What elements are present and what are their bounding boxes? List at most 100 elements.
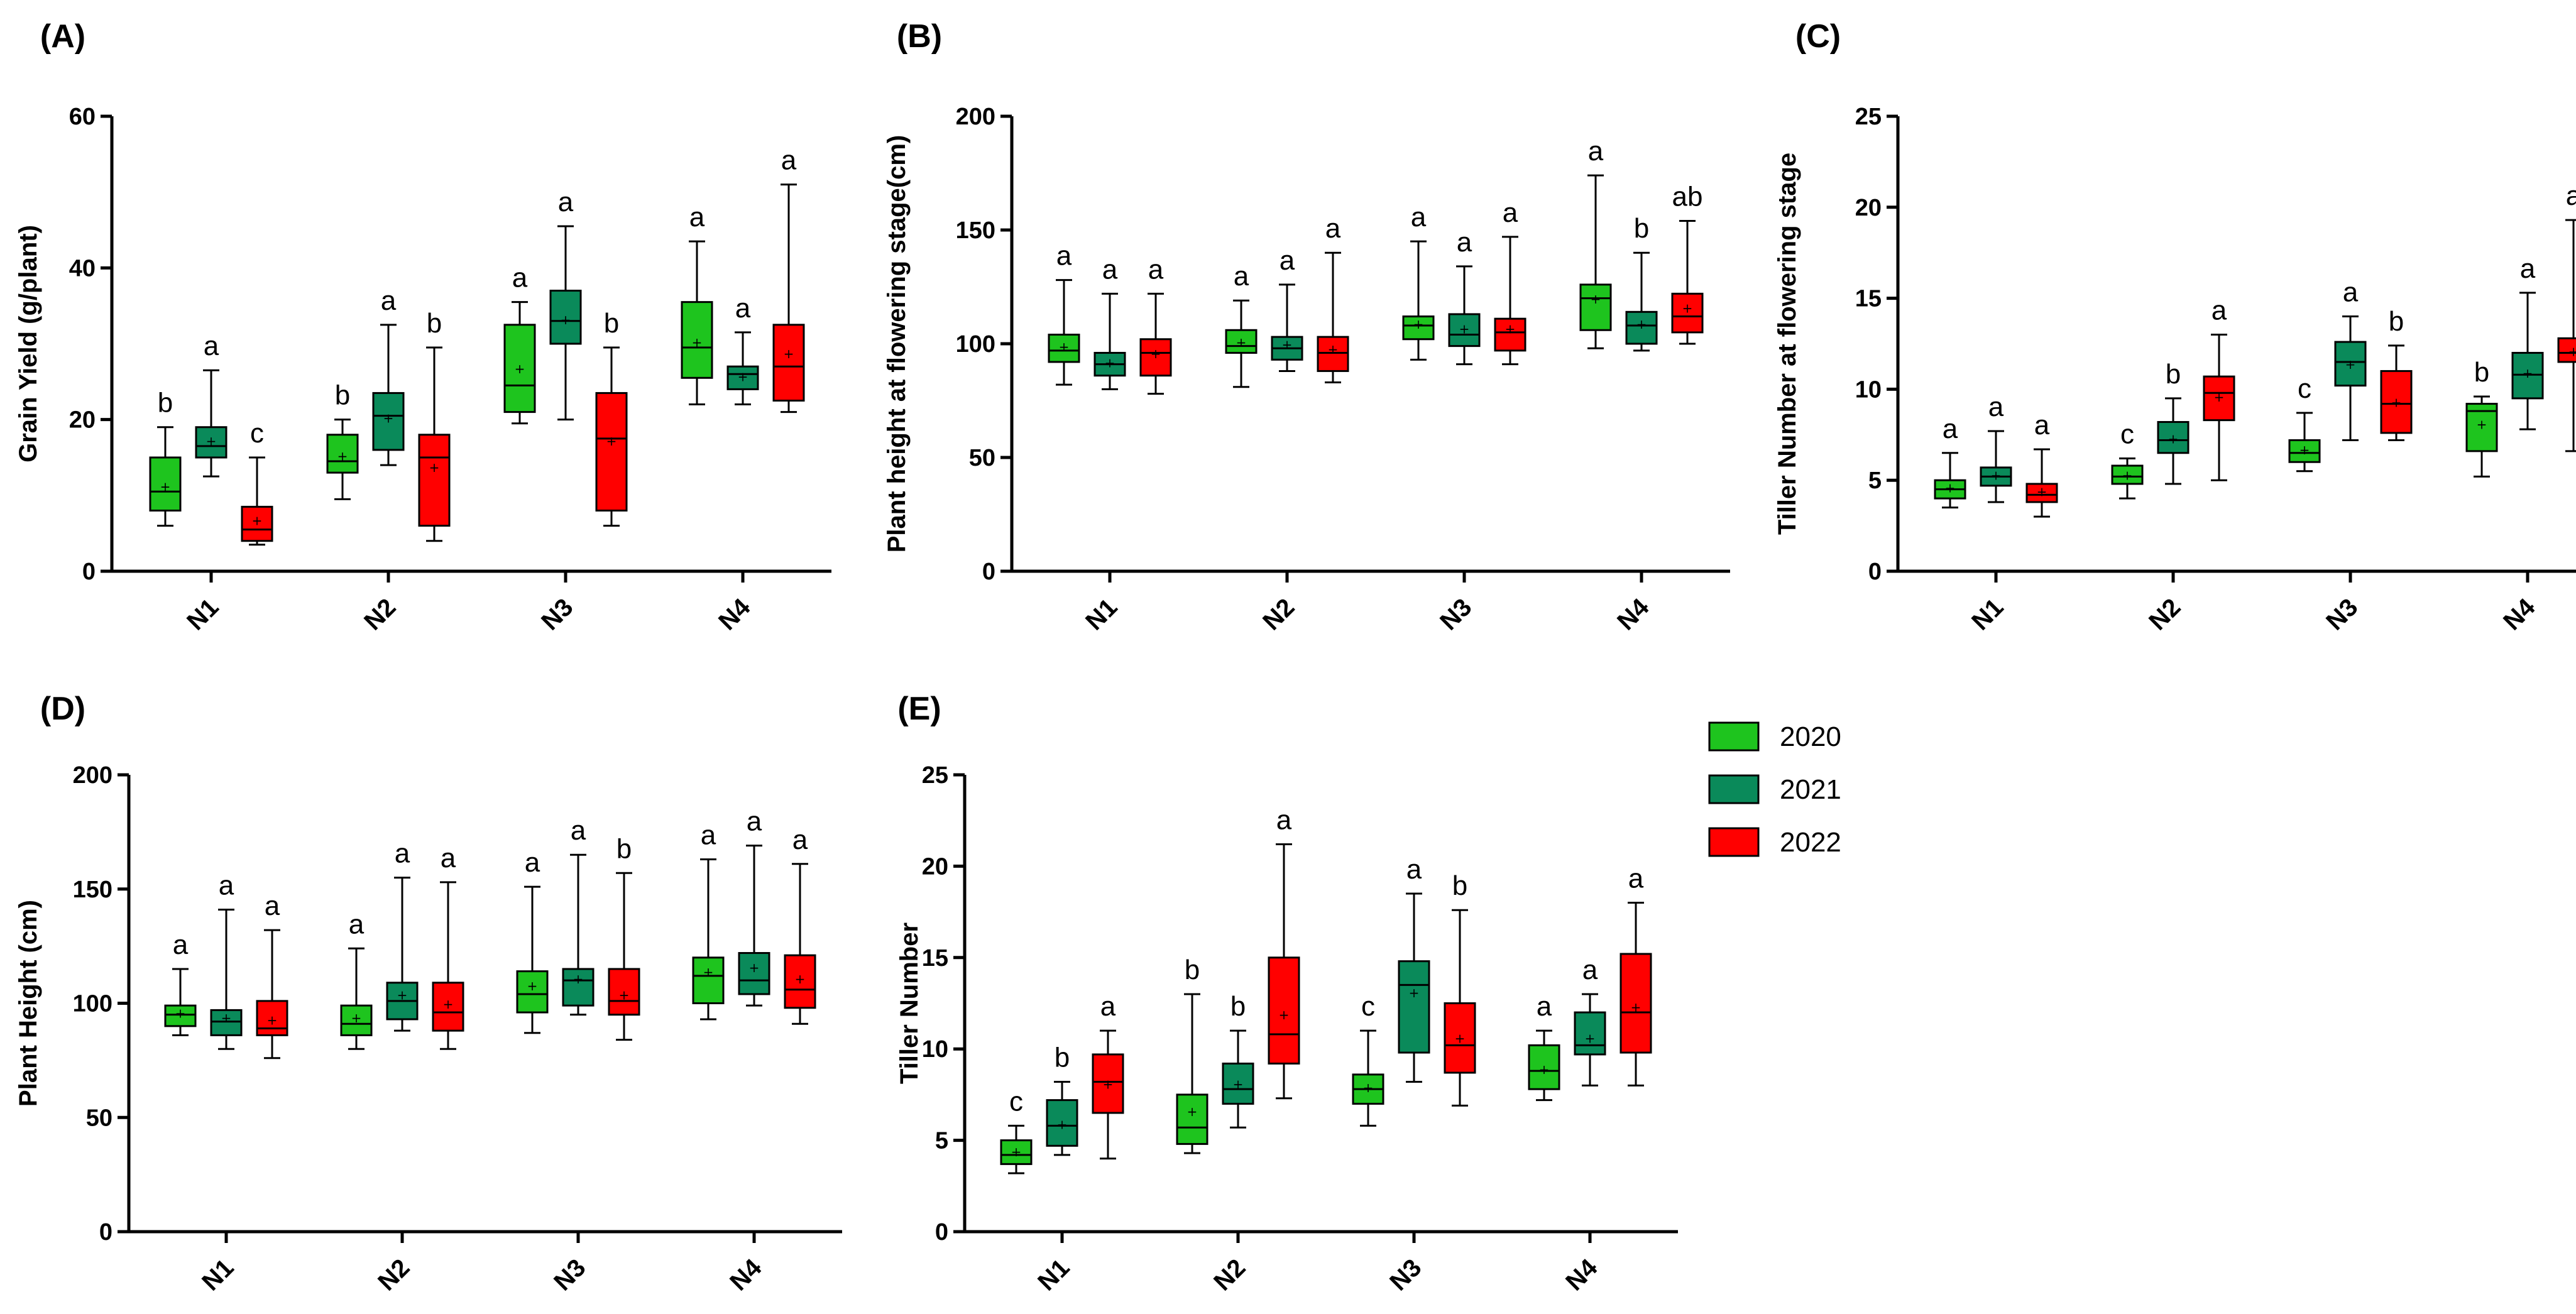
mean-marker: + [749, 960, 760, 975]
legend-swatch [1708, 774, 1760, 804]
box-n4-2021: +a [2511, 253, 2544, 430]
mean-marker: + [2122, 468, 2133, 483]
y-axis-label: Tiller Number at flowering stage [1773, 153, 1801, 535]
significance-letter: a [173, 929, 189, 960]
box-body [1625, 310, 1658, 345]
x-tick-label-n4: N4 [1612, 593, 1655, 636]
box-body [2025, 483, 2058, 503]
box-n4-2020: +a [681, 202, 713, 406]
mean-marker: + [252, 513, 263, 528]
y-tick-label: 200 [956, 104, 995, 130]
x-tick-label-n1: N1 [1080, 593, 1122, 635]
mean-marker: + [1363, 1080, 1374, 1095]
significance-letter: b [2389, 306, 2404, 337]
box-body [418, 434, 451, 527]
box-n3-2022: +b [608, 833, 640, 1041]
y-tick-label: 200 [73, 762, 112, 789]
box-n1-2022: +a [1092, 991, 1124, 1160]
mean-marker: + [160, 479, 171, 494]
box-body [372, 391, 405, 451]
panel-C: (C) Tiller Number at flowering stage 0 5 10 1… [1773, 18, 2576, 635]
significance-letter: a [381, 285, 397, 316]
mean-marker: + [2523, 366, 2533, 381]
legend-label: 2020 [1780, 721, 1841, 752]
mean-marker: + [1151, 346, 1161, 361]
box-n3-2021: +a [1448, 227, 1481, 366]
x-tick-label-n3: N3 [536, 593, 578, 635]
y-tick-label: 0 [99, 1219, 112, 1246]
box-body [1671, 292, 1704, 334]
box-n1-2022: +a [2025, 410, 2058, 518]
significance-letter: a [1503, 197, 1518, 228]
mean-marker: + [2037, 484, 2047, 499]
significance-letter: c [2298, 373, 2311, 404]
box-n1-2021: +a [210, 870, 243, 1050]
box-body [1494, 317, 1526, 352]
box-n1-2020: +a [1934, 413, 1966, 509]
box-n3-2021: +a [1398, 854, 1430, 1083]
y-tick-label: 60 [69, 104, 96, 130]
significance-letter: b [1634, 213, 1649, 244]
box-n3-2021: +a [2334, 277, 2367, 441]
box-body [2203, 375, 2235, 422]
mean-marker: + [383, 411, 394, 426]
box-body [1176, 1093, 1209, 1145]
box-body [562, 968, 595, 1007]
significance-letter: a [792, 824, 808, 855]
box-body [772, 324, 805, 402]
mean-marker: + [267, 1013, 278, 1028]
box-body [595, 391, 628, 512]
significance-letter: b [2166, 359, 2181, 390]
significance-letter: a [558, 187, 574, 217]
x-tick-label-n3: N3 [1435, 593, 1477, 635]
x-tick-label-n3: N3 [549, 1254, 591, 1296]
y-tick-label: 20 [69, 407, 96, 434]
box-body [1092, 1053, 1124, 1114]
significance-letter: a [1325, 213, 1341, 244]
box-body [1402, 315, 1435, 341]
y-tick-label: 25 [922, 762, 948, 789]
legend: 2020 2021 2022 [1708, 721, 1841, 858]
significance-letter: a [265, 890, 280, 921]
significance-letter: c [250, 418, 264, 449]
x-tick-label-n4: N4 [713, 593, 756, 636]
box-body [1579, 283, 1612, 331]
box-n4-2021: +b [1625, 213, 1658, 352]
y-tick-label: 0 [1868, 559, 1882, 585]
box-body [340, 1004, 373, 1036]
box-body [503, 324, 536, 413]
legend-label: 2021 [1780, 774, 1841, 805]
box-body [241, 505, 273, 542]
mean-marker: + [443, 997, 454, 1012]
panel-label: (E) [897, 691, 941, 727]
box-body [256, 1000, 288, 1036]
box-n4-2020: +a [692, 819, 725, 1021]
significance-letter: a [1100, 991, 1116, 1022]
box-n2-2021: +b [1222, 991, 1254, 1129]
box-body [1398, 960, 1430, 1054]
significance-letter: a [571, 815, 586, 846]
box-body [608, 968, 640, 1016]
significance-letter: a [1406, 854, 1422, 885]
y-tick-label: 10 [1855, 376, 1882, 403]
significance-letter: b [604, 308, 619, 339]
significance-letter: a [1148, 254, 1164, 285]
y-tick-label: 25 [1855, 104, 1882, 130]
significance-letter: a [1628, 863, 1644, 894]
box-n1-2020: +c [1000, 1086, 1033, 1174]
significance-letter: a [1537, 991, 1552, 1022]
significance-letter: b [427, 308, 442, 339]
box-body [784, 954, 816, 1009]
y-tick-label: 5 [935, 1128, 948, 1154]
mean-marker: + [2345, 357, 2356, 372]
box-body [1268, 956, 1300, 1065]
box-n3-2022: +a [1494, 197, 1526, 366]
box-n2-2021: +a [1271, 245, 1303, 372]
significance-letter: a [735, 293, 751, 324]
y-axis-label: Tiller Number [896, 923, 923, 1084]
box-n1-2022: +a [256, 890, 288, 1059]
box-n1-2021: +a [195, 331, 227, 478]
box-body [195, 426, 227, 459]
mean-marker: + [1505, 321, 1516, 336]
